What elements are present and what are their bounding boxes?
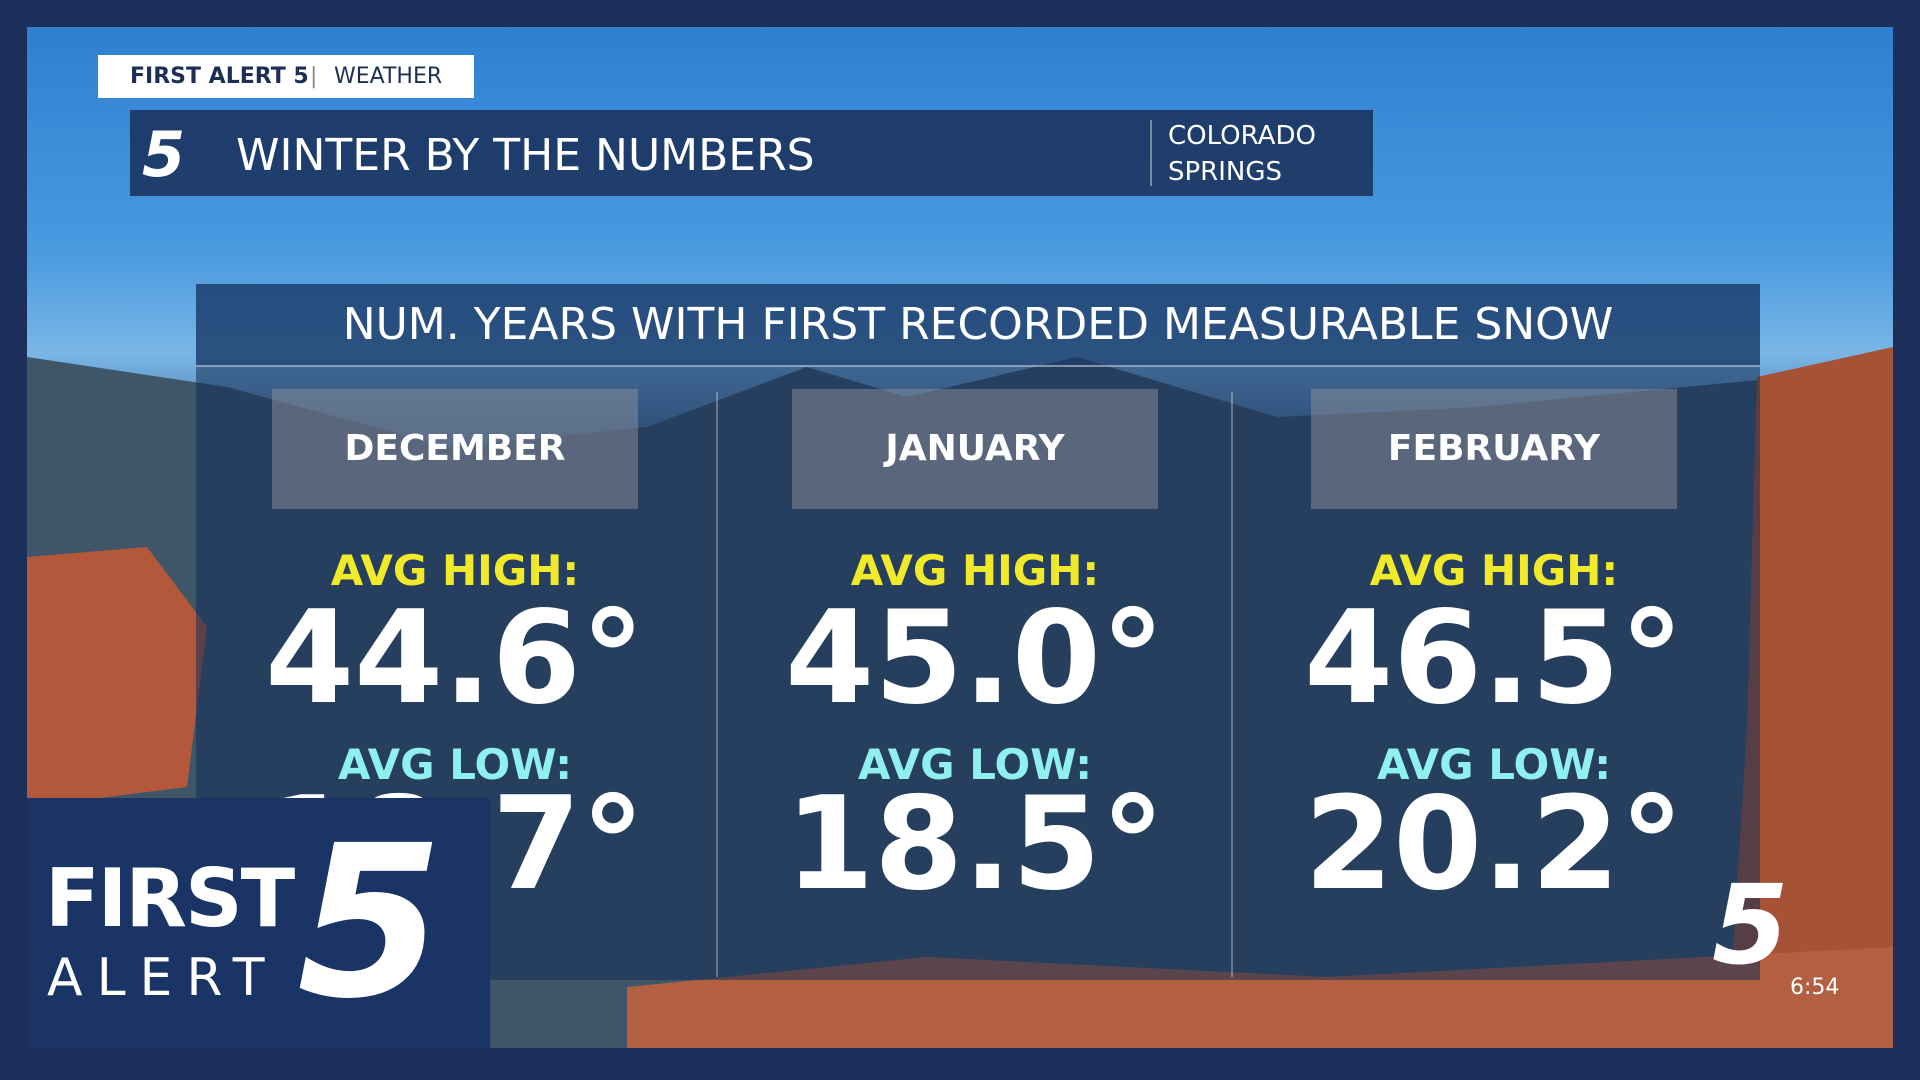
logo-number: 5 [297, 800, 444, 1045]
divider [1150, 120, 1152, 186]
low-label: AVG LOW: [1376, 740, 1612, 789]
clock: 6:54 [1790, 975, 1840, 1000]
month-label: JANUARY [792, 389, 1158, 509]
column-divider [1231, 392, 1233, 977]
location-line: COLORADO [1168, 121, 1316, 151]
logo-line: ALERT [47, 948, 279, 1008]
title: WINTER BY THE NUMBERS [236, 130, 815, 181]
high-value: 45.0° [785, 584, 1165, 733]
low-value: 18.5° [785, 770, 1165, 919]
high-value: 44.6° [265, 584, 645, 733]
station-bug: 5 [1712, 861, 1789, 989]
high-label: AVG HIGH: [850, 546, 1100, 595]
month-label: DECEMBER [272, 389, 638, 509]
rock [1727, 347, 1893, 1048]
column-divider [716, 392, 718, 977]
separator: | [310, 64, 318, 89]
low-value: 20.2° [1304, 770, 1684, 919]
month-label: FEBRUARY [1311, 389, 1677, 509]
location: COLORADO SPRINGS [1168, 118, 1316, 190]
high-label: AVG HIGH: [1369, 546, 1619, 595]
location-line: SPRINGS [1168, 157, 1283, 187]
logo-line: FIRST [45, 852, 295, 945]
brand-tag: FIRST ALERT 5 | WEATHER [98, 55, 474, 98]
title-bar: 5 WINTER BY THE NUMBERS COLORADO SPRINGS [130, 110, 1373, 196]
first-alert-logo: FIRST ALERT 5 [27, 798, 490, 1048]
high-value: 46.5° [1304, 584, 1684, 733]
low-label: AVG LOW: [857, 740, 1093, 789]
panel-heading: NUM. YEARS WITH FIRST RECORDED MEASURABL… [196, 284, 1760, 367]
low-label: AVG LOW: [337, 740, 573, 789]
section: WEATHER [334, 64, 443, 89]
brand: FIRST ALERT 5 [130, 64, 309, 89]
logo-mark: 5 [142, 118, 186, 191]
rock [27, 547, 207, 807]
high-label: AVG HIGH: [330, 546, 580, 595]
